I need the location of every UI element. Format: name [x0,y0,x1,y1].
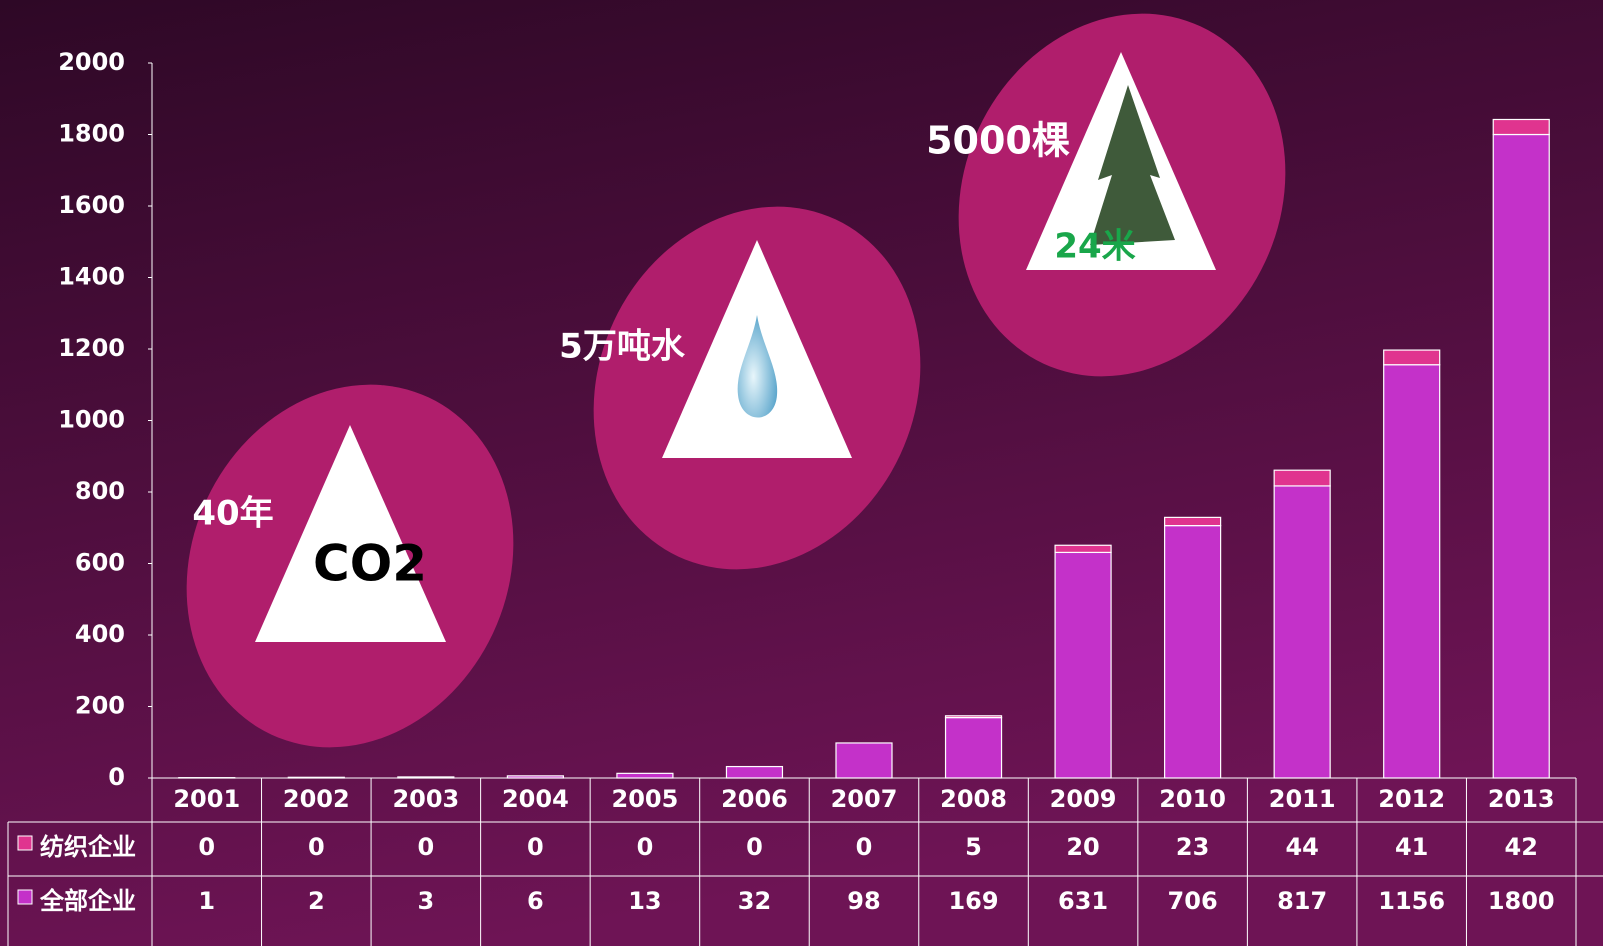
annotation: CO2 [313,535,427,593]
table-value: 0 [308,833,325,861]
bar [617,773,673,778]
x-tick-label: 2008 [940,785,1007,813]
bar [946,718,1002,778]
x-tick-label: 2003 [392,785,459,813]
bar [946,716,1002,718]
x-tick-label: 2004 [502,785,569,813]
table-value: 32 [738,887,771,915]
x-tick-label: 2001 [173,785,240,813]
bar [1384,365,1440,778]
table-value: 0 [198,833,215,861]
x-tick-label: 2011 [1269,785,1336,813]
bar [1274,470,1330,486]
y-tick-label: 400 [75,620,125,648]
table-value: 0 [527,833,544,861]
y-tick-label: 800 [75,477,125,505]
y-tick-label: 0 [108,763,125,791]
bar [1055,552,1111,778]
y-tick-label: 200 [75,692,125,720]
table-value: 13 [628,887,661,915]
bar [1493,119,1549,134]
x-tick-label: 2009 [1050,785,1117,813]
table-value: 1 [198,887,215,915]
chart: 40年CO25万吨水5000棵24米0200400600800100012001… [0,0,1603,946]
y-tick-label: 2000 [58,48,125,76]
annotation: 5万吨水 [559,327,686,367]
legend-swatch [18,890,32,904]
table-value: 98 [847,887,880,915]
x-tick-label: 2005 [612,785,679,813]
table-value: 1156 [1378,887,1445,915]
x-tick-label: 2006 [721,785,788,813]
y-tick-label: 1400 [58,263,125,291]
bar [726,767,782,778]
bar [1274,486,1330,778]
table-value: 5 [965,833,982,861]
table-value: 0 [637,833,654,861]
annotation: 40年 [192,494,273,534]
annotation: 24米 [1054,227,1135,267]
table-value: 44 [1285,833,1318,861]
x-tick-label: 2007 [831,785,898,813]
table-value: 41 [1395,833,1428,861]
x-tick-label: 2002 [283,785,350,813]
table-value: 169 [948,887,998,915]
x-tick-label: 2010 [1159,785,1226,813]
table-value: 6 [527,887,544,915]
table-value: 20 [1066,833,1099,861]
table-value: 631 [1058,887,1108,915]
bar [1165,517,1221,525]
bar [836,743,892,778]
legend-label: 全部企业 [39,887,136,915]
table-value: 0 [746,833,763,861]
bar [1384,350,1440,365]
legend-swatch [18,836,32,850]
table-value: 1800 [1488,887,1555,915]
annotation: 5000棵 [926,119,1070,163]
legend-label: 纺织企业 [40,833,136,861]
table-value: 42 [1505,833,1538,861]
table-value: 2 [308,887,325,915]
y-tick-label: 1800 [58,120,125,148]
table-value: 3 [417,887,434,915]
x-tick-label: 2013 [1488,785,1555,813]
table-value: 0 [417,833,434,861]
bar [1165,526,1221,778]
table-value: 706 [1168,887,1218,915]
x-tick-label: 2012 [1378,785,1445,813]
table-value: 23 [1176,833,1209,861]
y-tick-label: 1600 [58,191,125,219]
y-tick-label: 600 [75,549,125,577]
bar [1493,135,1549,779]
table-value: 817 [1277,887,1327,915]
y-tick-label: 1200 [58,334,125,362]
bar [1055,545,1111,552]
y-tick-label: 1000 [58,406,125,434]
table-value: 0 [856,833,873,861]
